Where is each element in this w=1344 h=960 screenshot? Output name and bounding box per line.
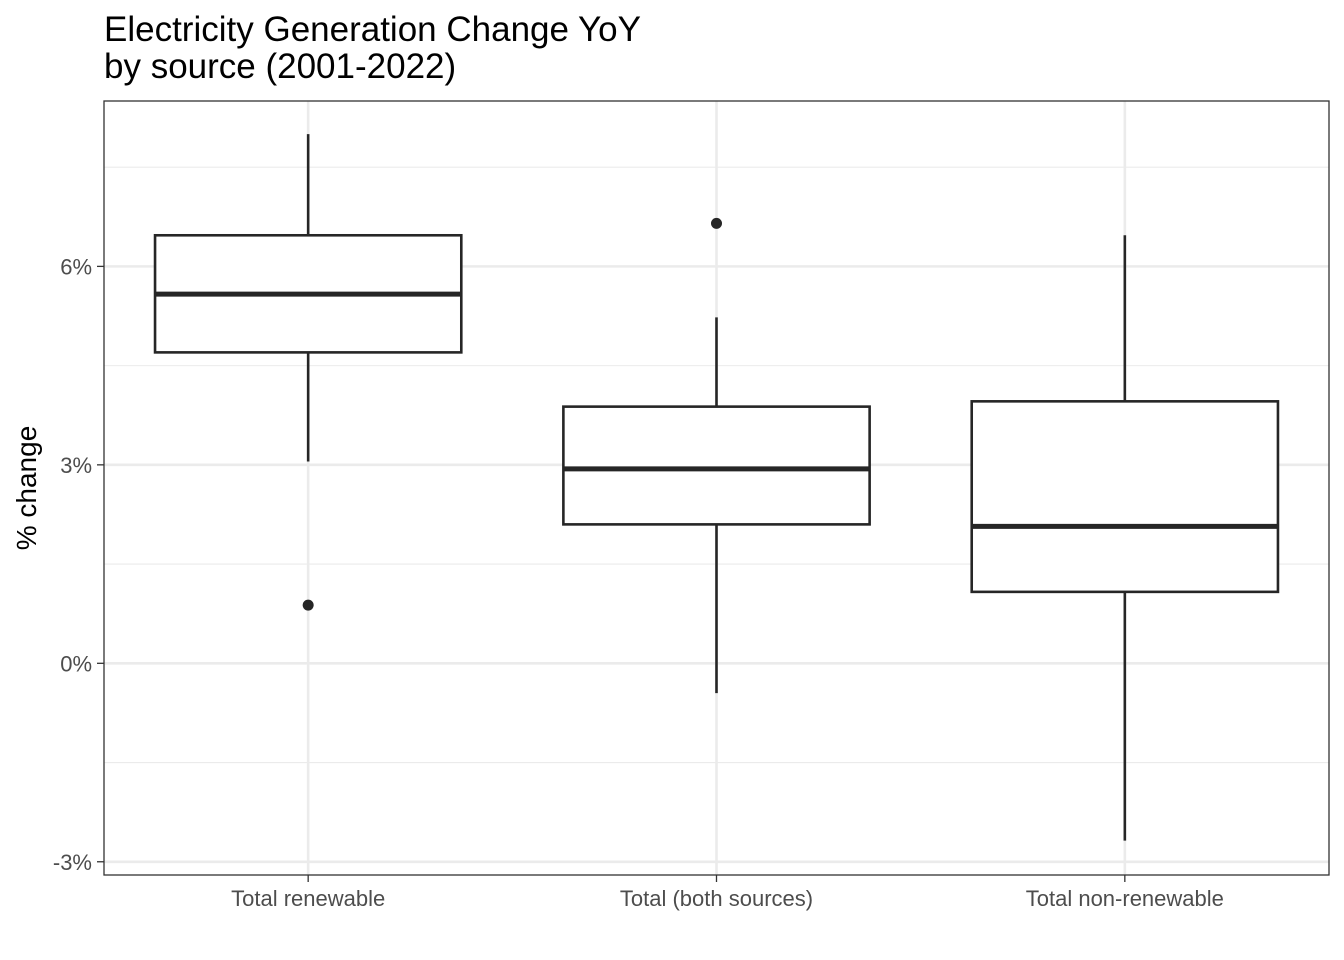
y-tick-label: 6%	[60, 254, 92, 279]
y-axis-label: % change	[11, 426, 42, 551]
chart-title: Electricity Generation Change YoY	[104, 10, 641, 49]
outlier-point	[302, 599, 314, 611]
y-tick-label: 0%	[60, 651, 92, 676]
box-iqr	[970, 400, 1280, 594]
x-tick-label: Total (both sources)	[620, 886, 813, 911]
y-tick-label: 3%	[60, 453, 92, 478]
box-iqr	[562, 405, 871, 526]
x-tick-label: Total renewable	[231, 886, 385, 911]
y-tick-label: -3%	[53, 850, 92, 875]
chart-subtitle: by source (2001-2022)	[104, 47, 456, 86]
x-tick-label: Total non-renewable	[1026, 886, 1224, 911]
plot-panel: -3% 0% 3% 6% Total renewable Total (both sour…	[53, 100, 1330, 911]
outlier-point	[711, 217, 722, 229]
